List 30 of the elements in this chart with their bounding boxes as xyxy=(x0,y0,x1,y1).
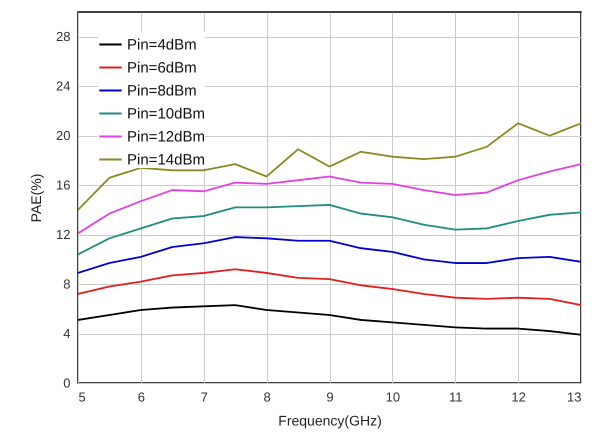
x-tick-label: 5 xyxy=(78,390,86,404)
legend-label: Pin=6dBm xyxy=(127,60,197,76)
legend-label: Pin=10dBm xyxy=(127,106,205,122)
line-series xyxy=(78,122,581,211)
y-tick-label: 28 xyxy=(56,29,70,44)
legend-label: Pin=8dBm xyxy=(127,82,197,100)
legend-label: Pin=4dBm xyxy=(127,36,197,54)
y-tick-label: 8 xyxy=(63,276,70,292)
line-series xyxy=(78,236,581,274)
y-tick-label: 12 xyxy=(56,227,70,242)
x-tick-label: 8 xyxy=(264,390,271,404)
y-tick-label: 20 xyxy=(56,128,70,144)
y-axis-title: PAE(%) xyxy=(28,174,44,222)
line-series xyxy=(78,163,581,234)
legend-label: Pin=12dBm xyxy=(127,128,205,146)
y-tick-label: 4 xyxy=(63,326,70,342)
x-tick-label: 7 xyxy=(200,390,208,404)
line-series xyxy=(78,204,581,256)
x-tick-label: 11 xyxy=(449,390,462,404)
y-tick-label: 0 xyxy=(63,376,70,390)
x-axis-title: Frequency(GHz) xyxy=(278,412,382,428)
x-tick-label: 12 xyxy=(511,390,526,404)
line-series xyxy=(78,268,581,306)
x-tick-label: 9 xyxy=(326,390,334,404)
x-tick-label: 13 xyxy=(567,390,582,404)
x-tick-label: 10 xyxy=(386,390,400,404)
y-tick-label: 16 xyxy=(56,178,70,193)
legend-label: Pin=14dBm xyxy=(127,152,205,168)
x-tick-label: 6 xyxy=(138,390,145,404)
y-tick-label: 24 xyxy=(56,78,70,94)
